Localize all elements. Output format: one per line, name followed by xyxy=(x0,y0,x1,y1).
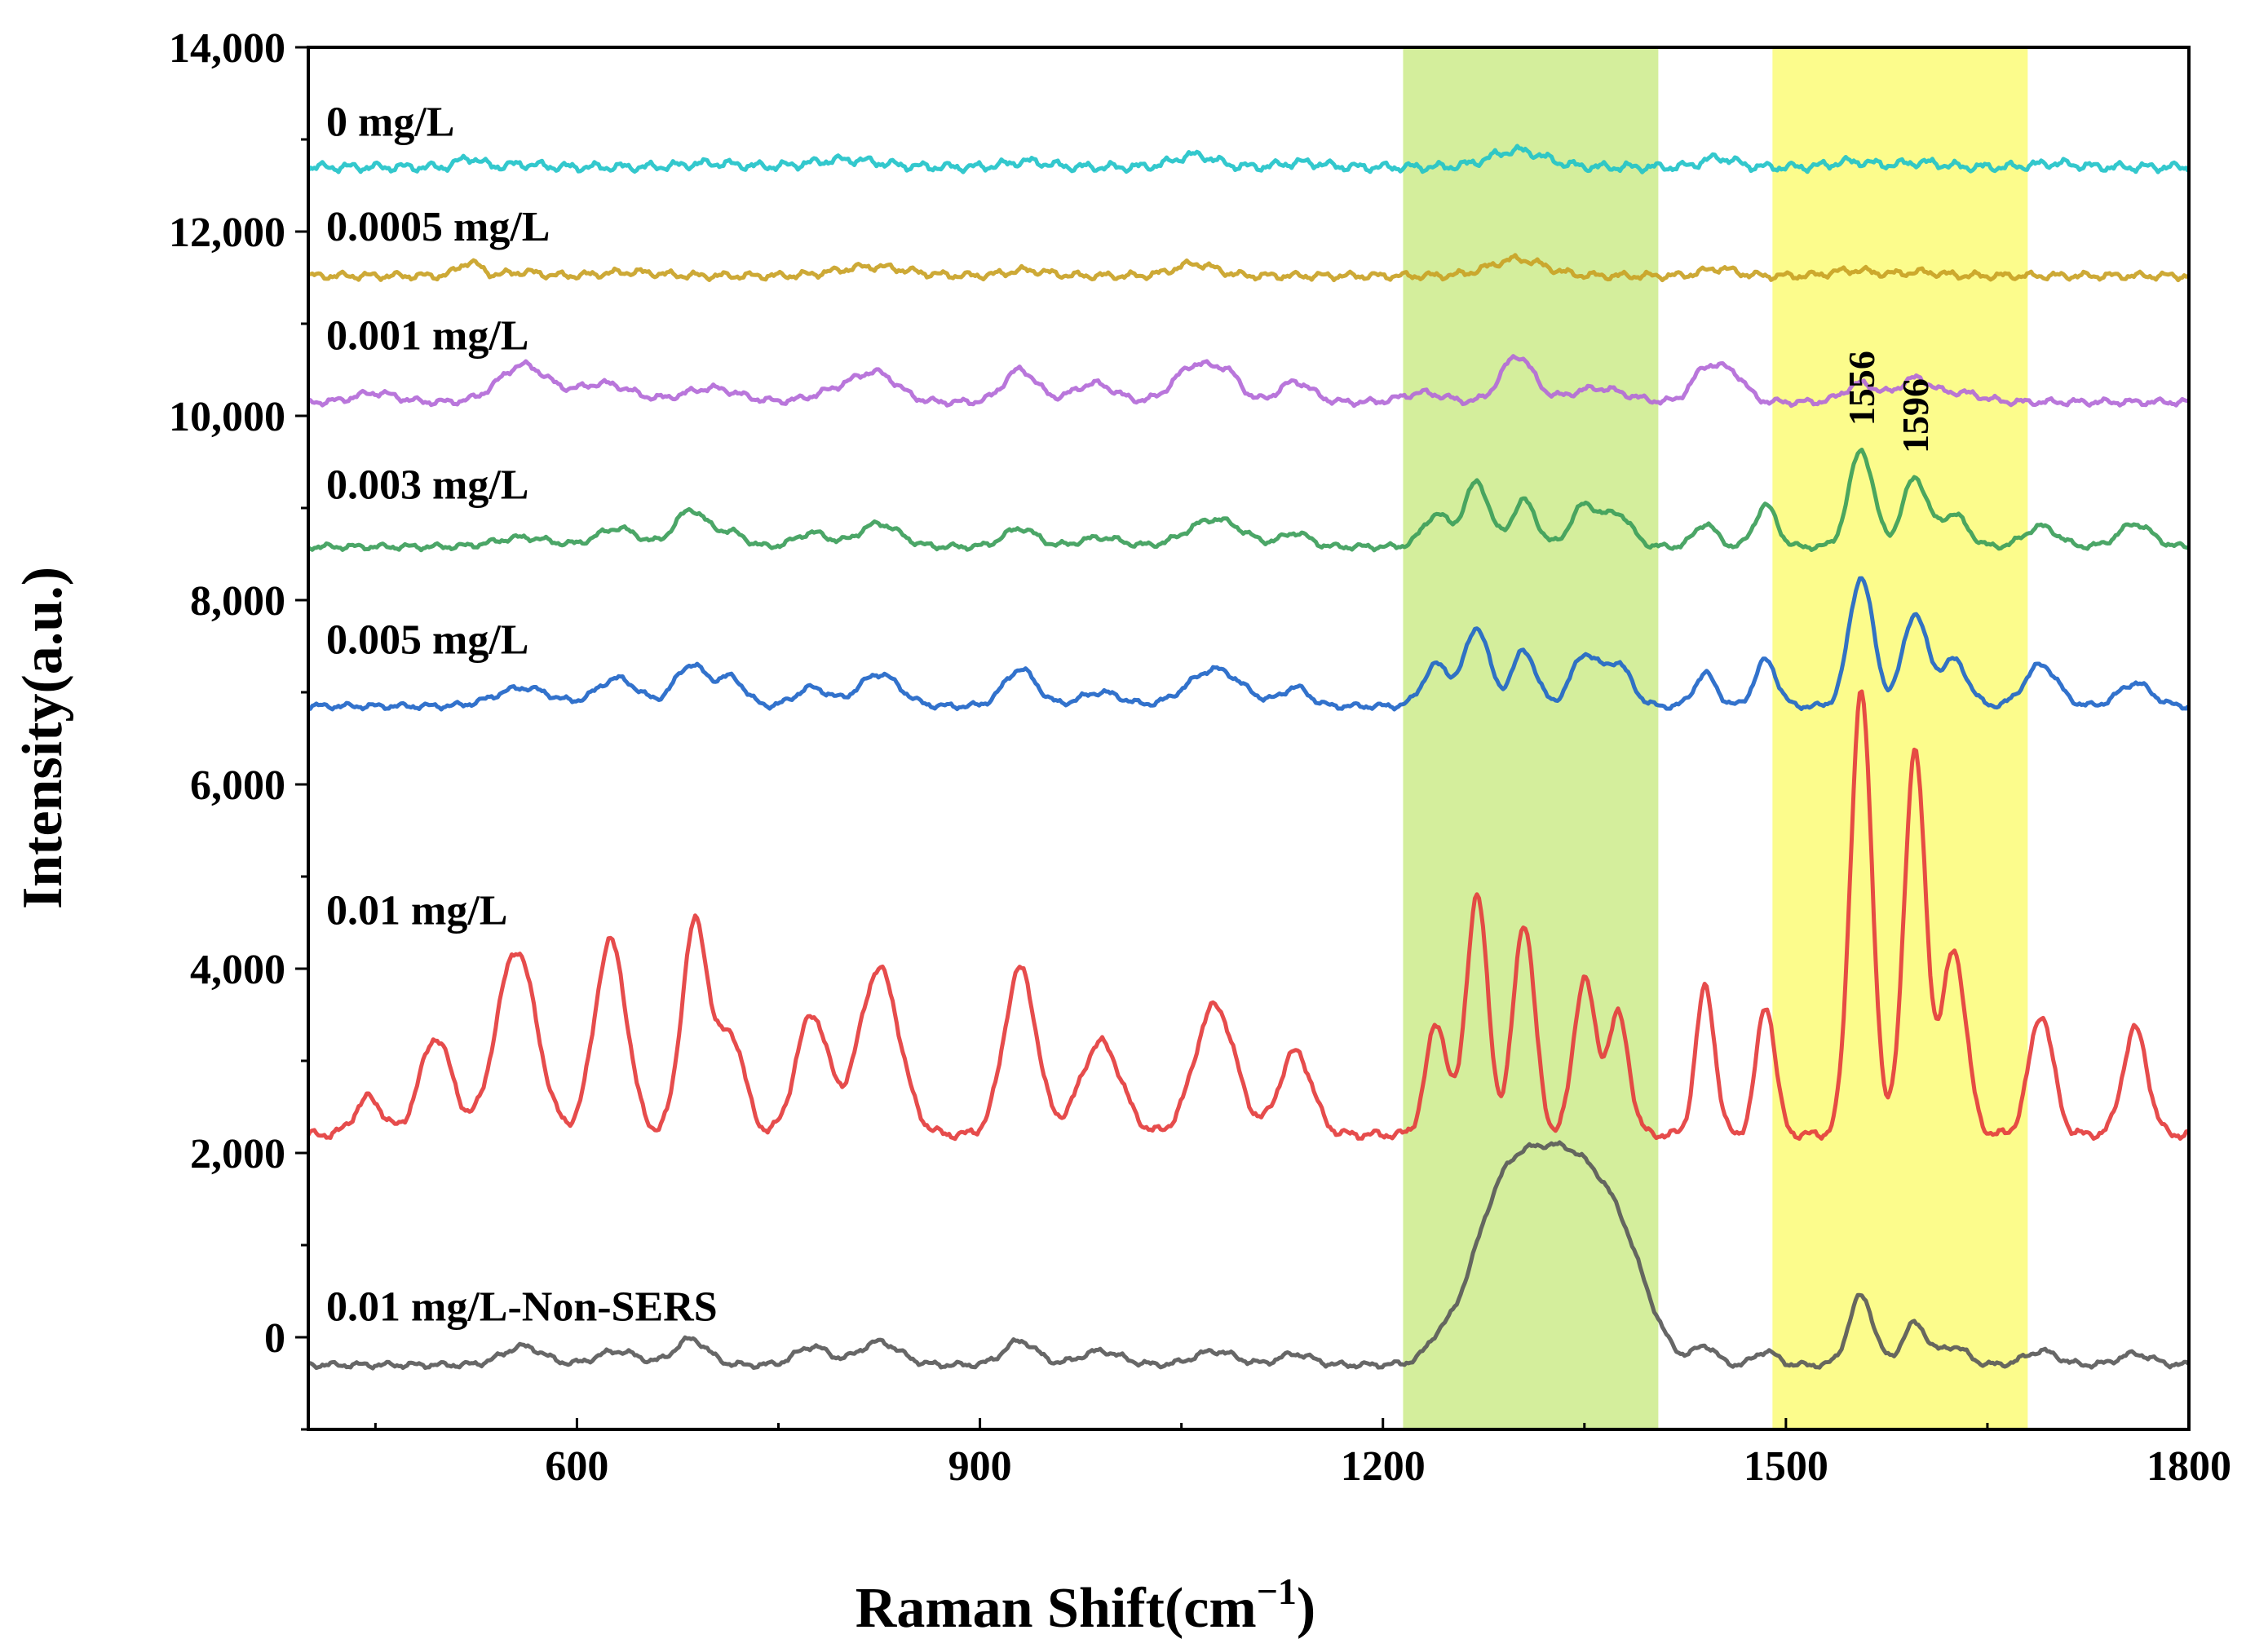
x-tick-label: 1500 xyxy=(1744,1443,1828,1490)
series-line-1 xyxy=(307,253,2190,283)
y-tick-label: 2,000 xyxy=(190,1131,285,1177)
series-labels: 0 mg/L 0.0005 mg/L 0.001 mg/L 0.003 mg/L 0.0… xyxy=(326,99,718,1330)
x-axis-title: Raman Shift(cm−1) xyxy=(856,1570,1315,1640)
series-label-0: 0 mg/L xyxy=(326,99,454,145)
x-axis: 600 900 1200 1500 1800 xyxy=(374,1418,2231,1490)
y-axis-title: Intensity(a.u.) xyxy=(11,567,74,909)
x-tick-label: 600 xyxy=(545,1443,608,1490)
plot-frame xyxy=(307,46,2191,1431)
x-tick-label: 900 xyxy=(948,1443,1012,1490)
y-tick-label: 0 xyxy=(264,1315,285,1362)
series-label-1: 0.0005 mg/L xyxy=(326,204,550,250)
y-tick-label: 10,000 xyxy=(169,394,285,440)
y-axis: 0 2,000 4,000 6,000 8,000 10,000 12,000 14,000 xyxy=(169,25,308,1431)
series-label-6: 0.01 mg/L-Non-SERS xyxy=(326,1284,718,1331)
series-label-3: 0.003 mg/L xyxy=(326,462,528,509)
series-label-4: 0.005 mg/L xyxy=(326,616,528,663)
series-lines xyxy=(306,144,2191,1371)
peak-annotations: 1556 1596 xyxy=(1841,351,1936,453)
series-line-2 xyxy=(307,354,2189,409)
series-label-5: 0.01 mg/L xyxy=(326,888,507,934)
y-tick-label: 8,000 xyxy=(190,578,285,625)
series-label-2: 0.001 mg/L xyxy=(326,313,528,360)
x-tick-label: 1200 xyxy=(1341,1443,1426,1490)
y-tick-label: 6,000 xyxy=(190,762,285,809)
series-line-5 xyxy=(306,689,2189,1142)
y-tick-label: 12,000 xyxy=(169,210,285,256)
yellow-band xyxy=(1772,47,2028,1429)
x-axis-title-close: ) xyxy=(1297,1577,1315,1640)
peak-label-1556: 1556 xyxy=(1841,351,1882,426)
series-line-4 xyxy=(307,576,2191,712)
series-line-6 xyxy=(307,1140,2190,1371)
highlight-bands xyxy=(1403,47,2028,1429)
x-tick-label: 1800 xyxy=(2147,1443,2231,1490)
series-line-0 xyxy=(306,144,2191,174)
peak-label-1596: 1596 xyxy=(1895,378,1936,453)
green-band xyxy=(1403,47,1659,1429)
series-line-3 xyxy=(307,448,2189,553)
y-tick-label: 4,000 xyxy=(190,947,285,993)
y-tick-label: 14,000 xyxy=(169,25,285,72)
x-axis-title-superscript: −1 xyxy=(1257,1570,1297,1612)
